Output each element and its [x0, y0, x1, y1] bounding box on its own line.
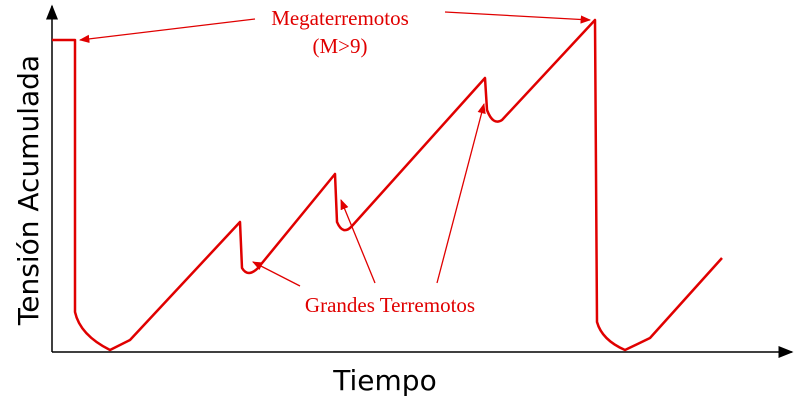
arrow [436, 102, 486, 284]
annotation: (M>9) [312, 34, 367, 58]
arrow [340, 199, 376, 284]
y-axis-label: Tensión Acumulada [12, 55, 45, 326]
x-axis-label: Tiempo [332, 364, 436, 397]
arrow [252, 261, 301, 287]
arrow [444, 11, 592, 24]
arrow [78, 18, 256, 44]
annotation: Megaterremotos [271, 6, 409, 30]
stress-curve [52, 18, 723, 352]
annotation: Grandes Terremotos [305, 293, 475, 317]
